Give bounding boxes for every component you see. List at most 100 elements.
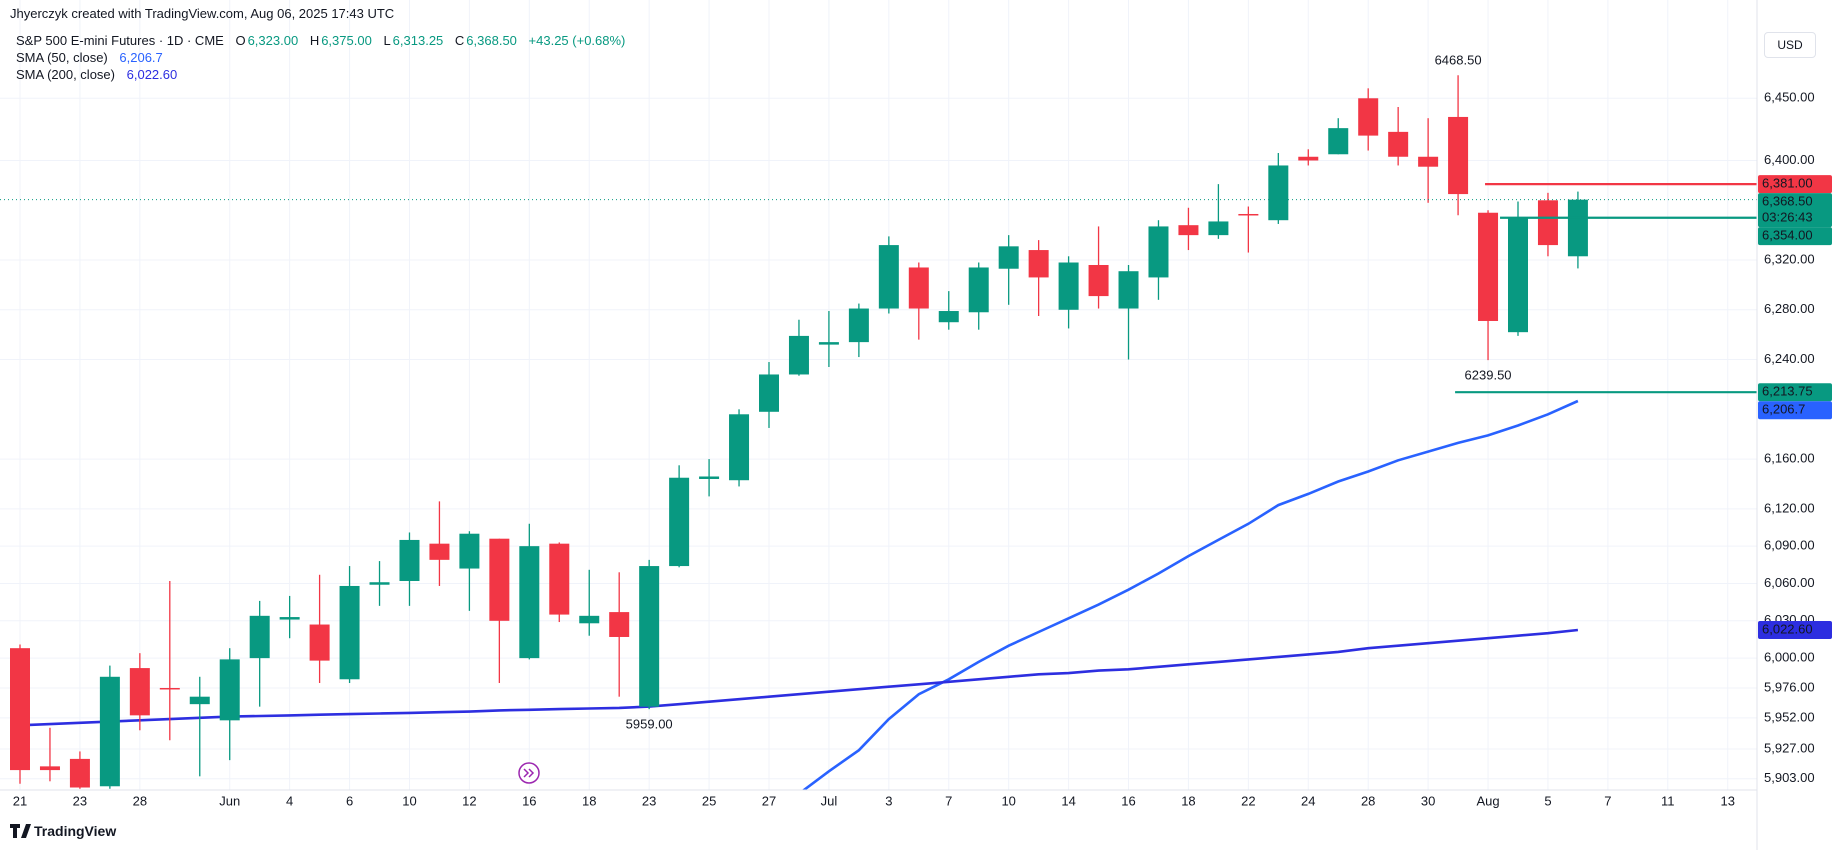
y-tick-label: 5,927.00: [1764, 740, 1815, 755]
ohlc-value: 6,368.50: [466, 33, 517, 48]
candle-body: [1058, 262, 1079, 310]
indicator-value: 6,206.7: [119, 50, 163, 65]
ohlc-key: H: [309, 33, 320, 48]
candle-body: [1508, 217, 1528, 333]
y-tick-label: 6,450.00: [1764, 90, 1815, 105]
candle-body: [579, 615, 600, 624]
x-tick-label: 6: [346, 793, 353, 808]
candle-body: [339, 585, 360, 680]
candle-body: [1388, 131, 1409, 157]
axes: 6,450.00 6,400.00 6,320.00 6,280.00 6,240.00…: [13, 53, 1832, 808]
sma-line: [19, 628, 1579, 727]
candle-body: [759, 374, 779, 412]
ohlc-value: 6,323.00: [247, 33, 299, 48]
x-tick-label: Jun: [219, 793, 240, 808]
x-tick-label: 18: [1181, 793, 1195, 808]
y-tick-label: 6,060.00: [1764, 575, 1815, 590]
y-tick-label: 6,160.00: [1764, 451, 1815, 466]
candle-body: [39, 766, 60, 771]
change: +43.25 (+0.68%): [528, 33, 626, 48]
x-tick-label: 5: [1544, 793, 1551, 808]
plot-area: [0, 75, 1757, 790]
candle-body: [189, 696, 210, 705]
candle-body: [309, 624, 330, 661]
y-tick-label: 6,120.00: [1764, 500, 1815, 515]
x-tick-label: 28: [133, 793, 147, 808]
currency-button[interactable]: USD: [1764, 32, 1816, 58]
event-arrows: [523, 768, 535, 778]
x-tick-label: 12: [462, 793, 476, 808]
candle-body: [549, 543, 570, 615]
candle-body: [519, 546, 540, 659]
x-tick-label: Aug: [1476, 793, 1499, 808]
candle-body: [69, 758, 90, 788]
x-tick-label: 23: [642, 793, 656, 808]
x-tick-label: 3: [885, 793, 892, 808]
creator-note: Jhyerczyk created with TradingView.com, …: [10, 6, 395, 21]
x-tick-label: 16: [1121, 793, 1135, 808]
candle-body: [1208, 221, 1229, 236]
ohlc-value: 6,313.25: [392, 33, 444, 48]
price-tag: [1758, 401, 1832, 420]
candle-body: [1178, 225, 1199, 236]
candle-body: [938, 311, 959, 323]
candle-body: [249, 615, 270, 659]
candle-body: [1418, 156, 1439, 167]
y-tick-label: 6,280.00: [1764, 301, 1815, 316]
x-tick-label: 14: [1061, 793, 1075, 808]
indicator-name: SMA (50, close): [16, 50, 108, 65]
candle-body: [998, 246, 1019, 269]
candle-body: [279, 617, 300, 620]
price-tag-label: 6,206.7: [1762, 402, 1805, 417]
x-tick-label: 4: [286, 793, 293, 808]
price-tag: [1758, 383, 1832, 402]
candle-body: [1238, 213, 1259, 216]
ohlc-key: O: [235, 33, 246, 48]
annotation: 6239.50: [1465, 368, 1512, 383]
candle-body: [399, 539, 420, 581]
candle-body: [1028, 250, 1049, 278]
y-tick-label: 5,976.00: [1764, 679, 1815, 694]
event-icon[interactable]: [518, 762, 540, 784]
price-tag: [1758, 193, 1832, 228]
candle-body: [1088, 264, 1109, 297]
candle-body: [639, 566, 660, 707]
indicator-legend[interactable]: SMA (50, close) 6,206.7: [16, 50, 165, 65]
x-tick-label: 11: [1661, 793, 1675, 808]
x-tick-label: 21: [13, 793, 27, 808]
x-tick-label: 24: [1301, 793, 1315, 808]
annotation: 6468.50: [1435, 53, 1482, 68]
candle-body: [159, 687, 180, 690]
x-tick-label: 7: [945, 793, 952, 808]
y-tick-label: 5,903.00: [1764, 770, 1815, 785]
x-tick-label: 16: [522, 793, 536, 808]
indicator-legend[interactable]: SMA (200, close) 6,022.60: [16, 67, 179, 82]
annotation: 5959.00: [626, 717, 673, 732]
ohlc-key: L: [383, 33, 391, 48]
logo-mark: [10, 824, 31, 838]
candle-body: [968, 267, 989, 313]
y-tick-label: 5,952.00: [1764, 709, 1815, 724]
candle-body: [1298, 156, 1319, 161]
indicator-name: SMA (200, close): [16, 67, 115, 82]
symbol: S&P 500 E-mini Futures · 1D · CME: [16, 33, 224, 48]
candle-body: [848, 308, 869, 343]
candle-body: [429, 543, 450, 560]
candle-body: [219, 659, 240, 721]
candle-body: [1567, 199, 1588, 257]
candle-body: [1358, 98, 1379, 136]
price-tag-label: 6,368.50: [1762, 194, 1813, 209]
candle-body: [669, 477, 690, 567]
price-tag: [1758, 175, 1832, 194]
x-tick-label: 23: [73, 793, 87, 808]
x-tick-label: 7: [1604, 793, 1611, 808]
candle-body: [1328, 128, 1349, 155]
y-tick-label: 6,000.00: [1764, 650, 1815, 665]
brand-logo: [10, 824, 31, 838]
indicator-value: 6,022.60: [126, 67, 178, 82]
price-tag: [1758, 227, 1832, 246]
y-tick-label: 6,320.00: [1764, 251, 1815, 266]
candle-body: [1537, 200, 1558, 246]
x-tick-label: 10: [402, 793, 416, 808]
